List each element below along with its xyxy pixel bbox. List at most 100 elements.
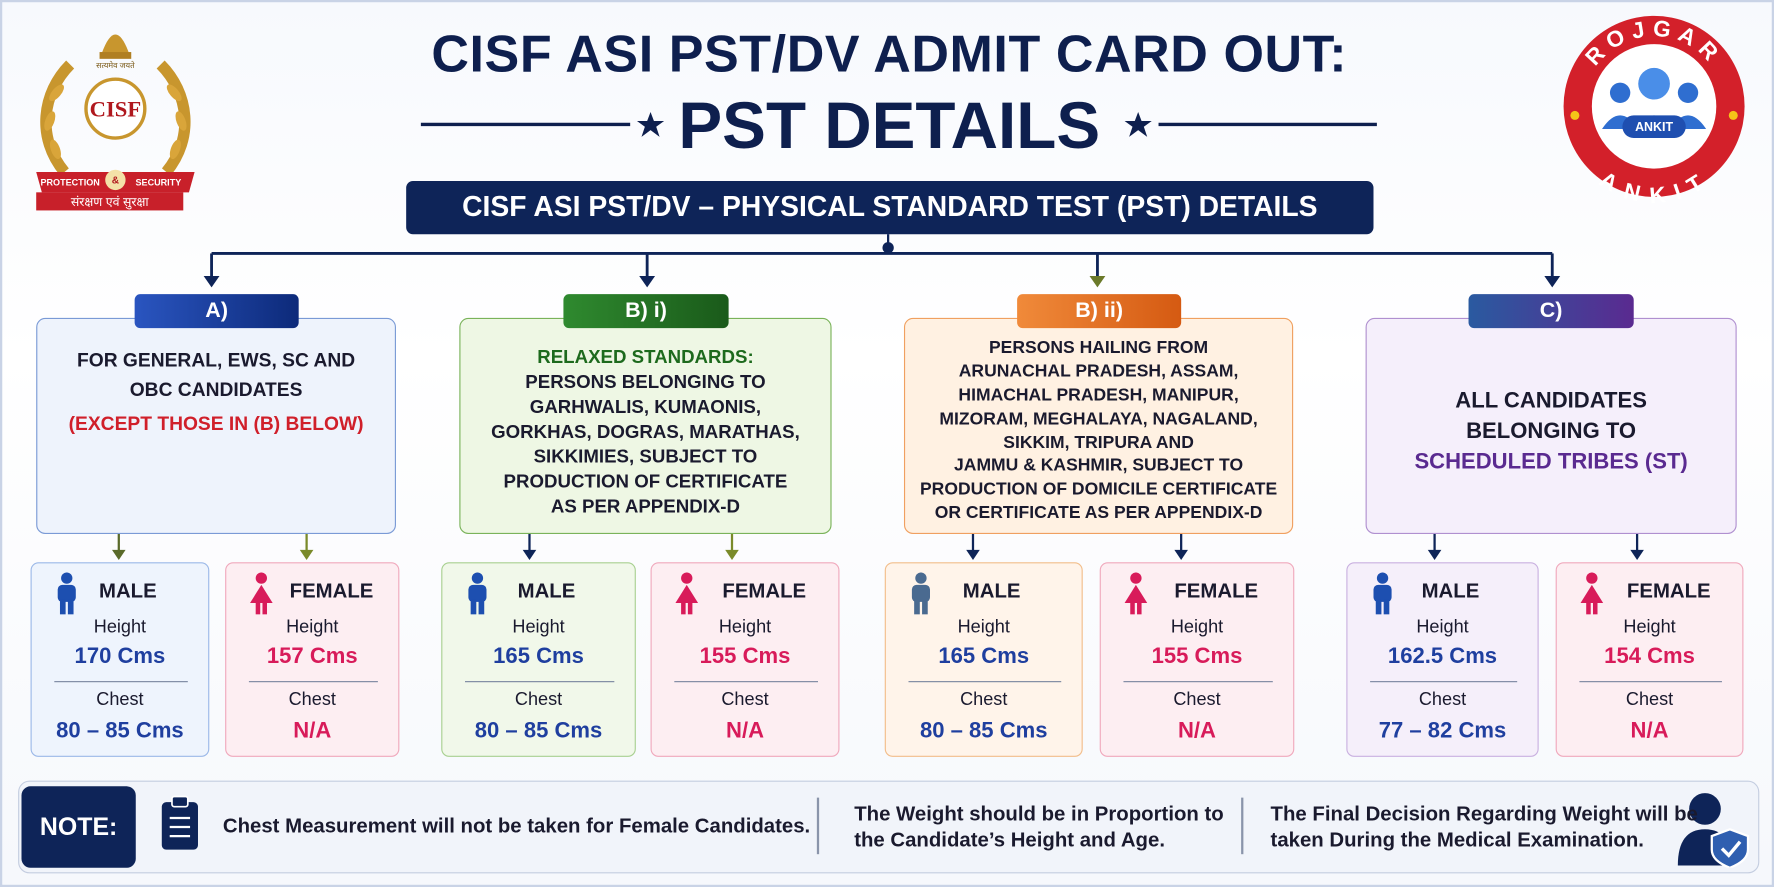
subtitle-bar: CISF ASI PST/DV – PHYSICAL STANDARD TEST… <box>406 181 1374 235</box>
chest-label: Chest <box>1418 690 1467 710</box>
male-icon <box>1373 572 1392 615</box>
group-label: B) i) <box>563 294 729 329</box>
group-text: BELONGING TO <box>1466 418 1637 444</box>
chest-label: Chest <box>960 690 1008 710</box>
note-text: Chest Measurement will not be taken for … <box>222 814 811 838</box>
gender-label: FEMALE <box>1626 579 1711 602</box>
male-card: MALE Height 165 Cms Chest 80 – 85 Cms <box>884 562 1083 757</box>
officer-icon <box>1677 793 1750 868</box>
male-card: MALE Height 165 Cms Chest 80 – 85 Cms <box>441 562 636 757</box>
group-box: FOR GENERAL, EWS, SC AND OBC CANDIDATES (E… <box>36 317 396 535</box>
note-item: The Final Decision Regarding Weight will… <box>1271 782 1698 871</box>
height-label: Height <box>957 617 1010 637</box>
group-label: C) <box>1468 294 1634 329</box>
height-label: Height <box>286 617 339 637</box>
group-box: RELAXED STANDARDS: PERSONS BELONGING TO GA… <box>459 317 832 535</box>
chest-label: Chest <box>288 690 336 710</box>
group-text: AS PER APPENDIX-D <box>550 496 741 517</box>
group-text: PERSONS HAILING FROM <box>988 338 1209 358</box>
group-heading: RELAXED STANDARDS: <box>537 346 754 368</box>
note-item: Chest Measurement will not be taken for … <box>223 782 810 871</box>
group-text: OR CERTIFICATE AS PER APPENDIX-D <box>934 503 1263 523</box>
chest-value: N/A <box>726 718 765 744</box>
chest-value: N/A <box>293 718 332 744</box>
male-icon <box>468 572 487 615</box>
group-text: ARUNACHAL PRADESH, ASSAM, <box>958 362 1239 382</box>
chest-label: Chest <box>1625 690 1674 710</box>
height-value: 157 Cms <box>266 643 358 669</box>
height-value: 162.5 Cms <box>1387 643 1498 669</box>
group-text: SIKKIMIES, SUBJECT TO <box>533 446 758 467</box>
gender-label: MALE <box>517 579 576 602</box>
group-box: PERSONS HAILING FROM ARUNACHAL PRADESH, A… <box>903 317 1294 535</box>
divider <box>1370 681 1518 683</box>
chest-label: Chest <box>721 690 769 710</box>
separator <box>816 797 820 855</box>
gender-label: FEMALE <box>289 579 374 602</box>
height-label: Height <box>1416 617 1469 637</box>
group-text: HIMACHAL PRADESH, MANIPUR, <box>958 385 1239 405</box>
height-value: 165 Cms <box>493 643 584 669</box>
height-label: Height <box>93 617 147 637</box>
chest-value: N/A <box>1630 718 1669 744</box>
female-icon <box>250 572 273 615</box>
note-text: The Final Decision Regarding Weight will… <box>1270 801 1698 825</box>
note-text: The Weight should be in Proportion to <box>854 801 1224 825</box>
gender-label: FEMALE <box>1174 579 1259 602</box>
height-label: Height <box>1170 617 1224 637</box>
group-text: SIKKIM, TRIPURA AND <box>1003 432 1194 452</box>
logo-name: CISF <box>90 97 142 122</box>
divider <box>1579 681 1722 683</box>
female-icon <box>675 572 699 615</box>
group-text: ALL CANDIDATES <box>1455 388 1647 413</box>
gender-label: MALE <box>1421 579 1480 602</box>
group-highlight: (EXCEPT THOSE IN (B) BELOW) <box>68 412 364 435</box>
female-card: FEMALE Height 154 Cms Chest N/A <box>1555 562 1744 757</box>
group-text: PERSONS BELONGING TO <box>525 371 766 393</box>
gender-label: FEMALE <box>722 579 807 602</box>
divider <box>674 681 818 683</box>
height-value: 165 Cms <box>938 643 1030 669</box>
female-icon <box>1124 572 1148 615</box>
ribbon-right: SECURITY <box>136 178 182 188</box>
group-text: PRODUCTION OF DOMICILE CERTIFICATE <box>919 479 1278 500</box>
group-text: PRODUCTION OF CERTIFICATE <box>503 471 788 492</box>
male-icon <box>57 572 76 615</box>
chest-label: Chest <box>514 690 563 710</box>
female-card: FEMALE Height 155 Cms Chest N/A <box>650 562 840 757</box>
male-card: MALE Height 170 Cms Chest 80 – 85 Cms <box>30 562 210 757</box>
note-text: the Candidate’s Height and Age. <box>854 827 1165 851</box>
height-label: Height <box>718 617 772 637</box>
height-value: 155 Cms <box>1151 643 1243 669</box>
cisf-logo: सत्यमेव जयते CISF PROTECTION & SECURITY … <box>36 34 195 211</box>
group-label: A) <box>134 294 299 329</box>
height-label: Height <box>512 617 565 637</box>
title-line-1: CISF ASI PST/DV ADMIT CARD OUT: <box>431 23 1348 83</box>
chest-value: 80 – 85 Cms <box>56 718 184 744</box>
chest-value: 77 – 82 Cms <box>1378 718 1507 744</box>
group-label: B) ii) <box>1017 294 1182 329</box>
group-box: ALL CANDIDATES BELONGING TO SCHEDULED TRIB… <box>1365 317 1737 535</box>
male-icon <box>911 572 930 615</box>
group-text: FOR GENERAL, EWS, SC AND <box>76 349 356 372</box>
note-text: taken During the Medical Examination. <box>1270 827 1644 851</box>
chest-value: N/A <box>1177 718 1217 744</box>
ribbon-left: PROTECTION <box>40 178 99 188</box>
chest-label: Chest <box>1173 690 1221 710</box>
height-value: 155 Cms <box>699 643 791 669</box>
group-text: GORKHAS, DOGRAS, MARATHAS, <box>491 421 800 442</box>
chest-label: Chest <box>96 690 144 710</box>
note-item: The Weight should be in Proportion to the… <box>854 782 1224 871</box>
female-card: FEMALE Height 157 Cms Chest N/A <box>225 562 400 757</box>
divider <box>248 681 378 683</box>
chest-value: 80 – 85 Cms <box>919 718 1048 744</box>
group-text: GARHWALIS, KUMAONIS, <box>529 396 762 417</box>
male-card: MALE Height 162.5 Cms Chest 77 – 82 Cms <box>1346 562 1539 757</box>
hindi-motto: संरक्षण एवं सुरक्षा <box>71 195 150 210</box>
gender-label: MALE <box>962 579 1021 602</box>
height-label: Height <box>1623 617 1676 637</box>
group-text: JAMMU & KASHMIR, SUBJECT TO <box>954 456 1244 476</box>
female-icon <box>1580 572 1604 615</box>
